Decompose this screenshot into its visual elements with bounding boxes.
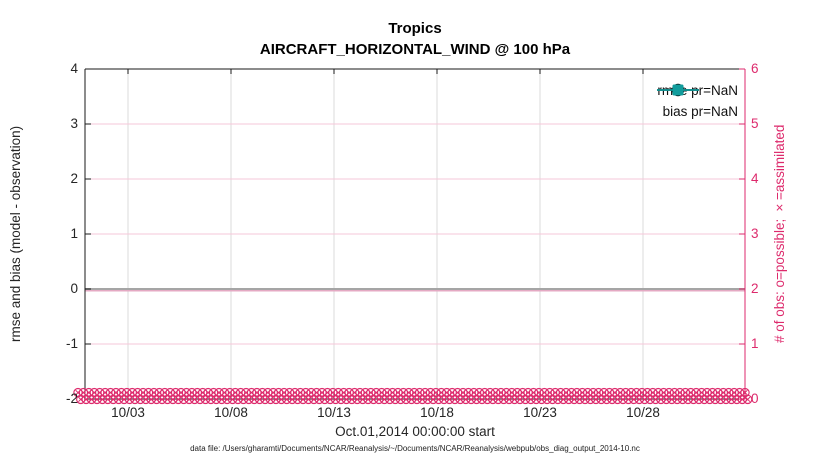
- legend-label-bias: bias pr=NaN: [662, 104, 738, 119]
- data-file-caption: data file: /Users/gharamti/Documents/NCA…: [190, 444, 640, 453]
- y-right-tick-label: 2: [751, 281, 759, 296]
- y-left-tick-label: -2: [65, 391, 78, 406]
- chart-title: Tropics: [388, 20, 442, 37]
- x-axis-label: Oct.01,2014 00:00:00 start: [335, 424, 495, 439]
- x-tick-label: 10/13: [317, 405, 351, 420]
- y-left-tick-label: 4: [70, 61, 78, 76]
- legend: rmse pr=NaN bias pr=NaN: [656, 81, 738, 121]
- bias-line-square-icon: [657, 84, 700, 96]
- y-right-tick-label: 1: [751, 336, 759, 351]
- y-left-tick-label: 0: [70, 281, 78, 296]
- y-right-tick-label: 5: [751, 116, 759, 131]
- x-tick-label: 10/23: [523, 405, 557, 420]
- horizontal-gridlines: [85, 123, 745, 345]
- obs-marker-band: [73, 387, 753, 405]
- x-tick-label: 10/08: [214, 405, 248, 420]
- y-left-tick-label: 1: [70, 226, 78, 241]
- x-tick-label: 10/18: [420, 405, 454, 420]
- y-left-tick-label: 3: [70, 116, 78, 131]
- chart-subtitle: AIRCRAFT_HORIZONTAL_WIND @ 100 hPa: [259, 41, 571, 58]
- x-tick-label: 10/28: [626, 405, 660, 420]
- legend-item-bias: bias pr=NaN: [657, 84, 738, 121]
- x-tick-label: 10/03: [111, 405, 145, 420]
- y-left-tick-label: -1: [65, 336, 78, 351]
- y-right-tick-label: 4: [751, 171, 759, 186]
- y-right-tick-label: 3: [751, 226, 759, 241]
- y-left-tick-label: 2: [70, 171, 78, 186]
- y-right-tick-label: 6: [751, 61, 759, 76]
- y-right-tick-label: 0: [751, 391, 759, 406]
